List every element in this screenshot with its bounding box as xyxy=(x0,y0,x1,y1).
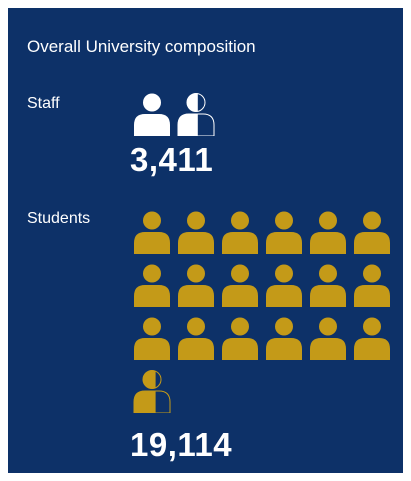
staff-person-icon xyxy=(174,92,218,136)
students-person-icon xyxy=(262,210,306,254)
students-person-mark xyxy=(266,317,302,360)
students-person-icon xyxy=(218,316,262,360)
students-person-mark xyxy=(134,211,170,254)
staff-person-mark xyxy=(134,93,170,136)
students-person-mark xyxy=(222,264,258,307)
students-person-mark xyxy=(354,211,390,254)
students-person-icon xyxy=(130,210,174,254)
students-person-icon xyxy=(350,316,394,360)
students-person-mark xyxy=(266,211,302,254)
students-person-icon xyxy=(262,316,306,360)
students-person-icon xyxy=(218,210,262,254)
students-person-icon xyxy=(306,210,350,254)
students-person-mark xyxy=(134,317,170,360)
students-person-mark xyxy=(354,264,390,307)
students-person-icon xyxy=(174,210,218,254)
students-person-mark xyxy=(222,317,258,360)
students-person-mark xyxy=(178,317,214,360)
students-person-icon xyxy=(306,263,350,307)
students-person-mark xyxy=(178,211,214,254)
staff-value: 3,411 xyxy=(130,141,214,178)
students-person-icon xyxy=(306,316,350,360)
university-composition-panel: Overall University composition Staff 3,4… xyxy=(8,8,403,473)
students-person-mark xyxy=(134,264,170,307)
students-person-mark xyxy=(178,264,214,307)
students-person-mark xyxy=(266,264,302,307)
students-person-mark xyxy=(310,211,346,254)
students-person-icon xyxy=(174,316,218,360)
students-person-icon xyxy=(130,263,174,307)
students-person-icon xyxy=(218,263,262,307)
chart-title: Overall University composition xyxy=(27,37,256,56)
students-person-mark xyxy=(310,264,346,307)
students-person-icon xyxy=(350,263,394,307)
students-person-icon xyxy=(130,316,174,360)
staff-icon-grid xyxy=(130,92,394,145)
students-icon-grid xyxy=(130,210,394,422)
staff-person-icon xyxy=(130,92,174,136)
students-person-mark xyxy=(310,317,346,360)
students-person-mark xyxy=(133,370,171,413)
students-value: 19,114 xyxy=(130,426,233,463)
students-person-icon xyxy=(174,263,218,307)
staff-person-mark xyxy=(177,93,215,136)
students-person-mark xyxy=(354,317,390,360)
students-person-icon xyxy=(130,369,174,413)
students-label: Students xyxy=(27,210,91,227)
students-person-icon xyxy=(262,263,306,307)
students-person-icon xyxy=(350,210,394,254)
students-person-mark xyxy=(222,211,258,254)
staff-label: Staff xyxy=(27,95,60,112)
